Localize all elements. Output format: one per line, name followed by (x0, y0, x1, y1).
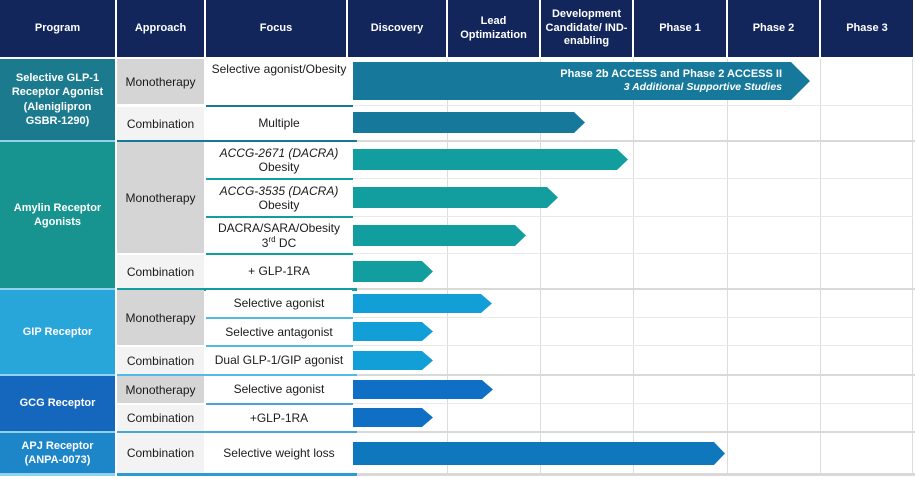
pipeline-arrow-dacra-sara (353, 225, 526, 246)
focus-cell: Dual GLP-1/GIP agonist (206, 347, 352, 374)
row-line (353, 178, 913, 179)
focus-line2: Obesity (258, 198, 300, 212)
col-header-phase-1: Phase 1 (634, 0, 726, 57)
program-separator (0, 473, 115, 476)
focus-cell: Selective antagonist (206, 319, 352, 345)
pipeline-arrow-gcg-combination (353, 408, 433, 427)
focus-separator (206, 345, 353, 347)
program-cell-amylin: Amylin Receptor Agonists (0, 142, 115, 288)
row-line (353, 317, 913, 318)
program-separator (0, 374, 115, 377)
approach-cell-gip-combination: Combination (117, 347, 204, 374)
program-separator (0, 140, 115, 143)
focus-line1: ACCG-3535 (DACRA) (219, 183, 339, 198)
row-line (353, 345, 913, 346)
row-line (353, 253, 913, 254)
approach-cell-gcg-combination: Combination (117, 405, 204, 431)
focus-cell: +GLP-1RA (206, 405, 352, 431)
program-cell-gcg: GCG Receptor (0, 376, 115, 431)
focus-separator (206, 104, 353, 107)
focus-cell: Selective agonist/Obesity (206, 59, 352, 104)
pipeline-arrow-accg-2671 (353, 149, 628, 170)
section-bar-glp1 (117, 140, 357, 142)
focus-cell: + GLP-1RA (206, 255, 352, 288)
approach-cell-apj-combination: Combination (117, 433, 204, 473)
section-band (357, 140, 915, 142)
col-header-phase-2: Phase 2 (728, 0, 819, 57)
approach-cell-amylin-monotherapy: Monotherapy (117, 142, 204, 253)
section-bar-gip (117, 374, 357, 376)
approach-cell-glp1-monotherapy: Monotherapy (117, 59, 204, 104)
row-line (353, 216, 913, 217)
approach-cell-amylin-combination: Combination (117, 255, 204, 288)
focus-cell: Selective weight loss (206, 433, 352, 473)
arrow-label-line2: 3 Additional Supportive Studies (623, 81, 782, 94)
focus-separator (206, 178, 353, 180)
program-separator (0, 431, 115, 434)
col-header-phase-3: Phase 3 (821, 0, 913, 57)
pipeline-arrow-gcg-agonist (353, 380, 493, 399)
approach-cell-gcg-monotherapy: Monotherapy (117, 376, 204, 403)
focus-separator (206, 403, 353, 405)
pipeline-arrow-gip-agonist (353, 294, 492, 313)
section-band (357, 374, 915, 376)
focus-cell: Multiple (206, 107, 352, 140)
focus-cell: ACCG-3535 (DACRA) Obesity (206, 180, 352, 216)
section-bar-amylin (117, 288, 357, 291)
gridline-phase-2 (727, 59, 728, 473)
approach-cell-glp1-combination: Combination (117, 107, 204, 140)
gridline-phase-1 (633, 59, 634, 473)
focus-separator (206, 253, 353, 255)
col-header-lead-optimization: Lead Optimization (448, 0, 539, 57)
program-cell-glp1: Selective GLP-1 Receptor Agonist (Alenig… (0, 59, 115, 140)
col-header-discovery: Discovery (348, 0, 446, 57)
pipeline-arrow-glp1-combination (353, 112, 585, 133)
pipeline-arrow-gip-combination (353, 351, 433, 370)
focus-line1: ACCG-2671 (DACRA) (219, 145, 339, 160)
row-line (353, 105, 913, 106)
gridline-right-edge (912, 59, 913, 473)
focus-line1: DACRA/SARA/Obesity (217, 221, 341, 236)
pipeline-arrow-glp1-monotherapy: Phase 2b ACCESS and Phase 2 ACCESS II 3 … (353, 62, 810, 100)
arrow-label-line1: Phase 2b ACCESS and Phase 2 ACCESS II (560, 68, 782, 81)
section-band (357, 288, 915, 290)
section-bar-gcg (117, 431, 357, 433)
focus-separator (206, 317, 353, 319)
focus-cell: DACRA/SARA/Obesity 3rd DC (206, 218, 352, 253)
pipeline-arrow-apj-combination (353, 442, 725, 465)
col-header-focus: Focus (206, 0, 346, 57)
program-cell-gip: GIP Receptor (0, 290, 115, 374)
section-bar-apj (117, 473, 357, 476)
focus-separator (206, 216, 353, 218)
gridline-development-candidate (540, 59, 541, 473)
row-line (353, 403, 913, 404)
focus-line2: Obesity (258, 160, 300, 174)
gridline-lead-optimization (447, 59, 448, 473)
pipeline-arrow-gip-antagonist (353, 322, 433, 341)
focus-cell: Selective agonist (206, 290, 352, 317)
program-separator (0, 288, 115, 291)
pipeline-arrow-accg-3535 (353, 187, 558, 208)
focus-cell: ACCG-2671 (DACRA) Obesity (206, 142, 352, 178)
col-header-approach: Approach (117, 0, 204, 57)
focus-line2: 3rd DC (261, 234, 297, 250)
col-header-program: Program (0, 0, 115, 57)
col-header-development-candidate: Development Candidate/ IND-enabling (541, 0, 632, 57)
pipeline-arrow-amylin-combination (353, 261, 433, 282)
gridline-phase-3 (820, 59, 821, 473)
section-band (357, 431, 915, 433)
focus-cell: Selective agonist (206, 376, 352, 403)
section-band (357, 473, 915, 476)
approach-cell-gip-monotherapy: Monotherapy (117, 290, 204, 345)
program-cell-apj: APJ Receptor (ANPA-0073) (0, 433, 115, 473)
